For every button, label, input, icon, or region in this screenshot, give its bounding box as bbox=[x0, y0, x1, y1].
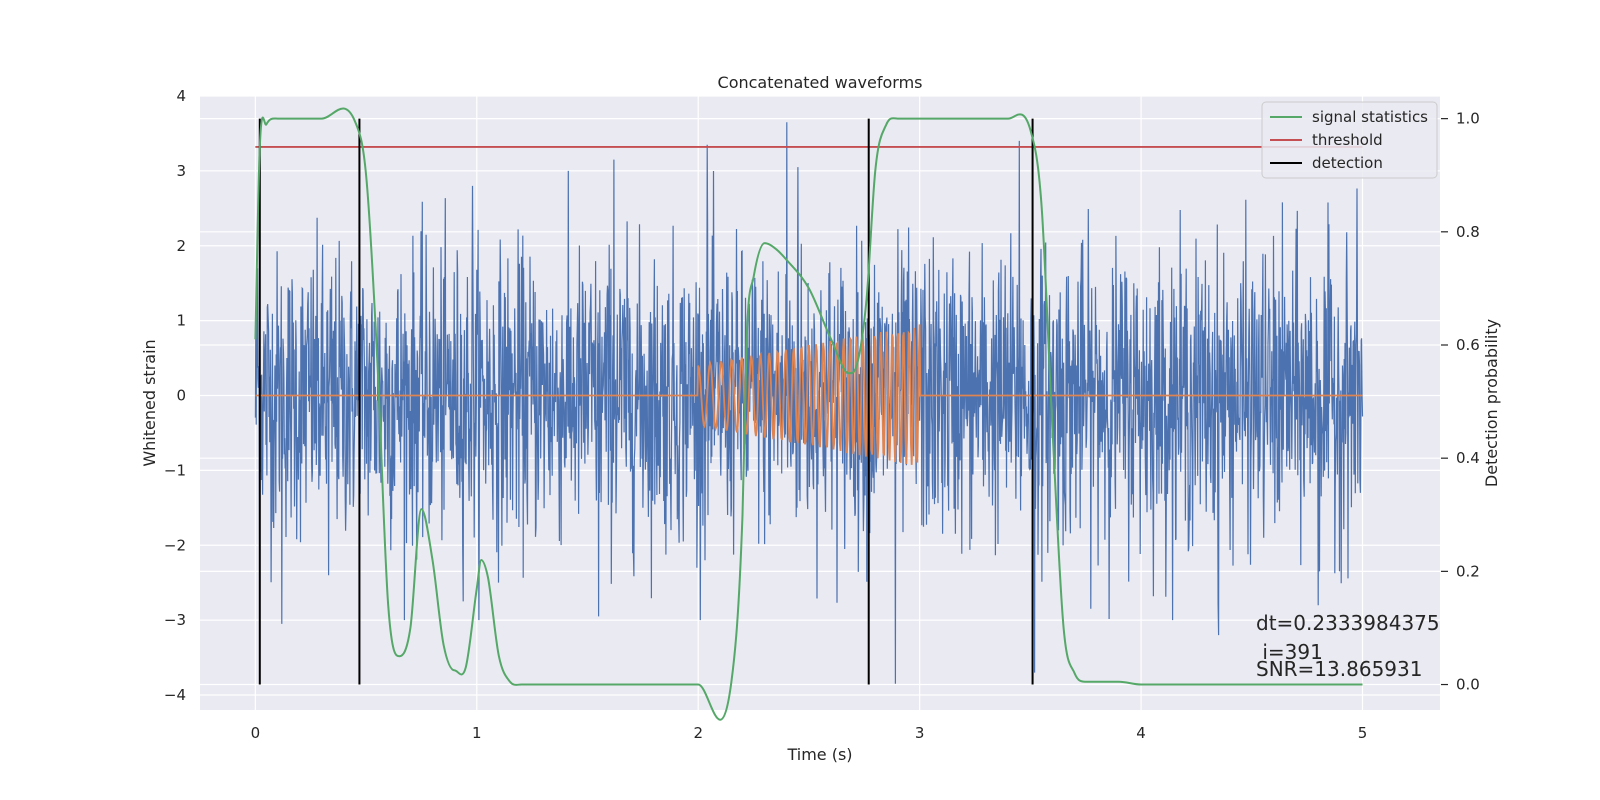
x-tick-label: 4 bbox=[1136, 724, 1146, 742]
signal-statistics-line bbox=[254, 107, 1363, 721]
y-right-tick-label: 0.2 bbox=[1456, 562, 1480, 580]
x-tick-label: 1 bbox=[472, 724, 482, 742]
injected-signal-line bbox=[255, 324, 1363, 465]
legend-label-detection: detection bbox=[1312, 154, 1383, 172]
y-right-tick-label: 0.4 bbox=[1456, 449, 1480, 467]
y-left-tick-label: 4 bbox=[176, 87, 186, 105]
noise-series-line bbox=[254, 122, 1364, 684]
y-right-axis-label: Detection probability bbox=[1482, 319, 1501, 487]
x-tick-label: 5 bbox=[1358, 724, 1368, 742]
y-left-tick-label: 0 bbox=[176, 387, 186, 405]
x-tick-label: 2 bbox=[693, 724, 703, 742]
y-right-tick-labels: 0.0 0.2 0.4 0.6 0.8 1.0 bbox=[1441, 110, 1480, 694]
legend-box bbox=[1261, 101, 1438, 179]
y-right-tick-label: 0.6 bbox=[1456, 336, 1480, 354]
y-right-tick-label: 0.0 bbox=[1456, 676, 1480, 694]
y-left-axis-label: Whitened strain bbox=[140, 339, 159, 466]
y-right-tick-label: 0.8 bbox=[1456, 223, 1480, 241]
annotation-dt: dt=0.2333984375 bbox=[1256, 611, 1440, 635]
x-tick-label: 3 bbox=[915, 724, 925, 742]
annotation-i: i=391 bbox=[1256, 640, 1323, 664]
x-tick-label: 0 bbox=[251, 724, 261, 742]
y-left-tick-label: −1 bbox=[164, 461, 186, 479]
legend-label-signal-statistics: signal statistics bbox=[1312, 108, 1428, 126]
y-left-tick-labels: −4 −3 −2 −1 0 1 2 3 4 bbox=[164, 87, 186, 704]
x-tick-labels: 0 1 2 3 4 5 bbox=[251, 724, 1368, 742]
series-layer bbox=[254, 107, 1364, 721]
annotation-snr: SNR=13.865931 bbox=[1256, 657, 1422, 681]
x-axis-label: Time (s) bbox=[786, 745, 852, 764]
y-left-tick-label: −3 bbox=[164, 611, 186, 629]
y-left-tick-label: 2 bbox=[176, 237, 186, 255]
y-left-tick-label: −2 bbox=[164, 536, 186, 554]
chart-title: Concatenated waveforms bbox=[718, 73, 923, 92]
y-left-tick-label: −4 bbox=[164, 686, 186, 704]
y-left-tick-label: 1 bbox=[176, 312, 186, 330]
y-left-tick-label: 3 bbox=[176, 162, 186, 180]
y-right-tick-label: 1.0 bbox=[1456, 110, 1480, 128]
legend-label-threshold: threshold bbox=[1312, 131, 1383, 149]
legend: signal statistics threshold detection bbox=[1261, 101, 1438, 179]
